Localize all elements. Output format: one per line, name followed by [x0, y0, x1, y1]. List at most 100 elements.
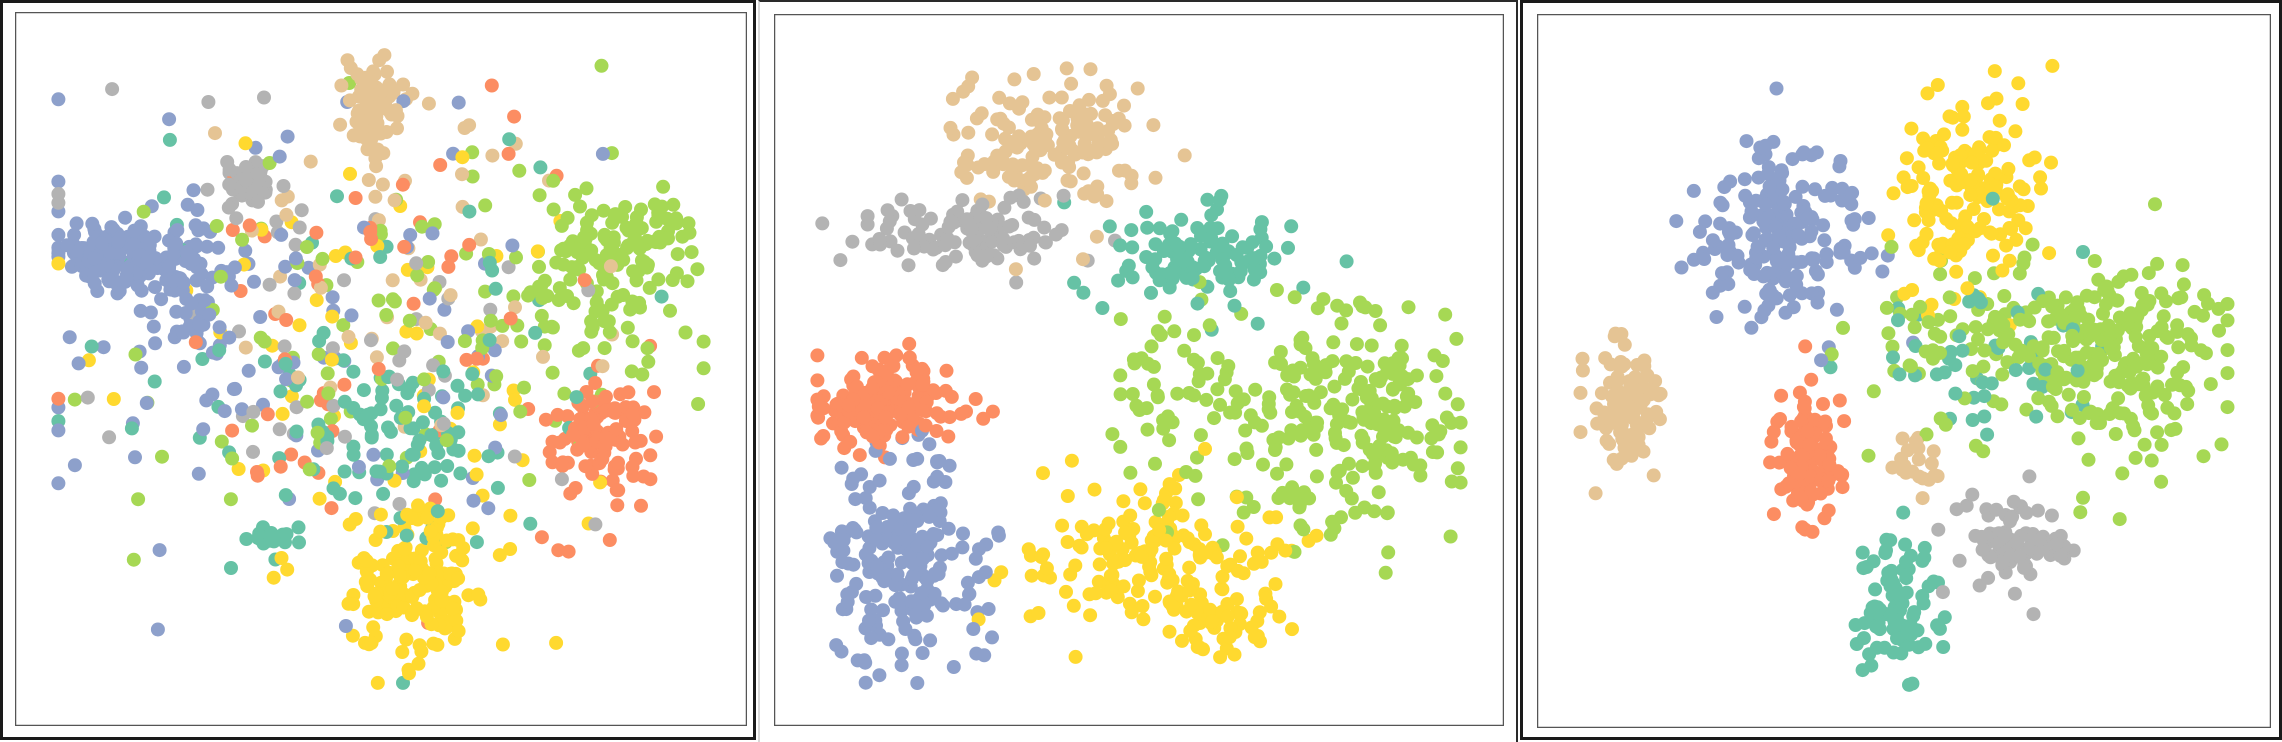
scatter-point [51, 227, 66, 242]
scatter-point [1848, 618, 1863, 632]
scatter-point [242, 218, 257, 233]
scatter-point [892, 591, 907, 606]
scatter-point [590, 254, 605, 268]
scatter-point [417, 399, 431, 414]
scatter-point [1939, 211, 1954, 226]
scatter-point [193, 318, 208, 333]
scatter-point [563, 272, 578, 287]
scatter-point [1124, 223, 1139, 238]
scatter-point [1443, 529, 1458, 544]
scatter-point [1168, 496, 1183, 510]
scatter-point [1158, 533, 1173, 548]
scatter-point [1367, 459, 1382, 473]
scatter-point [1140, 220, 1155, 235]
scatter-point [1027, 112, 1042, 127]
scatter-point [2198, 346, 2213, 361]
scatter-point [451, 95, 466, 110]
scatter-point [1905, 676, 1920, 691]
scatter-point [418, 315, 433, 330]
scatter-point [1001, 120, 1016, 135]
scatter-point [1016, 194, 1031, 209]
scatter-point [294, 203, 309, 218]
scatter-point [148, 336, 163, 351]
scatter-point [1636, 444, 1651, 459]
scatter-point [492, 548, 507, 563]
scatter-point [910, 676, 925, 690]
scatter-point [632, 295, 647, 310]
scatter-point [238, 340, 253, 355]
scatter-point [484, 78, 499, 93]
scatter-point [681, 216, 696, 231]
scatter-point [1806, 253, 1821, 268]
scatter-point [929, 386, 943, 400]
scatter-point [1938, 417, 1953, 432]
scatter-point [342, 93, 357, 108]
scatter-point [1805, 487, 1820, 502]
scatter-point [895, 430, 910, 445]
scatter-point [1373, 318, 1388, 333]
scatter-point [2164, 423, 2179, 438]
scatter-point [212, 343, 227, 358]
scatter-point [1744, 204, 1759, 219]
scatter-point [105, 82, 120, 97]
scatter-point [625, 424, 640, 439]
scatter-point [1816, 397, 1830, 411]
scatter-point [374, 390, 389, 405]
scatter-point [1162, 477, 1177, 492]
scatter-point [436, 416, 451, 431]
scatter-point [1198, 527, 1212, 542]
scatter-point [1374, 370, 1389, 385]
scatter-point [1118, 525, 1133, 540]
scatter-point [537, 338, 552, 353]
scatter-point [1866, 554, 1881, 569]
scatter-point [1943, 245, 1958, 260]
scatter-point [462, 118, 477, 133]
scatter-point [2212, 323, 2226, 338]
scatter-point [227, 260, 242, 275]
scatter-point [906, 568, 921, 583]
scatter-point [312, 491, 327, 506]
scatter-point [1796, 145, 1811, 160]
scatter-point [266, 570, 281, 585]
scatter-point [128, 347, 143, 362]
scatter-point [1113, 387, 1128, 402]
scatter-point [1861, 448, 1876, 463]
scatter-point [552, 435, 567, 450]
scatter-point [257, 90, 271, 105]
scatter-point [404, 511, 419, 526]
scatter-point [1401, 425, 1416, 440]
scatter-point [455, 150, 470, 165]
scatter-point [1952, 329, 1967, 344]
scatter-point [157, 190, 171, 205]
scatter-point [371, 362, 386, 376]
scatter-point [395, 459, 409, 474]
scatter-point [870, 566, 885, 581]
scatter-point [245, 418, 259, 433]
scatter-point [1972, 221, 1987, 236]
scatter-point [1303, 367, 1318, 382]
scatter-point [1273, 345, 1288, 359]
scatter-point [370, 116, 385, 131]
scatter-point [376, 146, 391, 161]
scatter-point [1904, 618, 1918, 633]
scatter-point [186, 183, 201, 198]
scatter-point [911, 227, 926, 241]
scatter-point [1795, 179, 1810, 194]
scatter-point [1250, 316, 1265, 331]
scatter-point [606, 235, 621, 250]
scatter-point [1287, 369, 1301, 384]
scatter-point [969, 111, 984, 126]
scatter-point [642, 280, 657, 295]
scatter-point [1800, 211, 1815, 226]
scatter-point [358, 574, 373, 589]
scatter-point [545, 320, 560, 335]
scatter-point [2116, 269, 2131, 284]
scatter-point [1174, 212, 1189, 227]
scatter-point [546, 202, 561, 217]
scatter-point [2032, 532, 2047, 547]
scatter-point [862, 613, 876, 628]
scatter-point [1220, 609, 1235, 624]
scatter-point [594, 58, 609, 73]
scatter-point [1717, 180, 1732, 195]
scatter-point [2042, 246, 2057, 261]
